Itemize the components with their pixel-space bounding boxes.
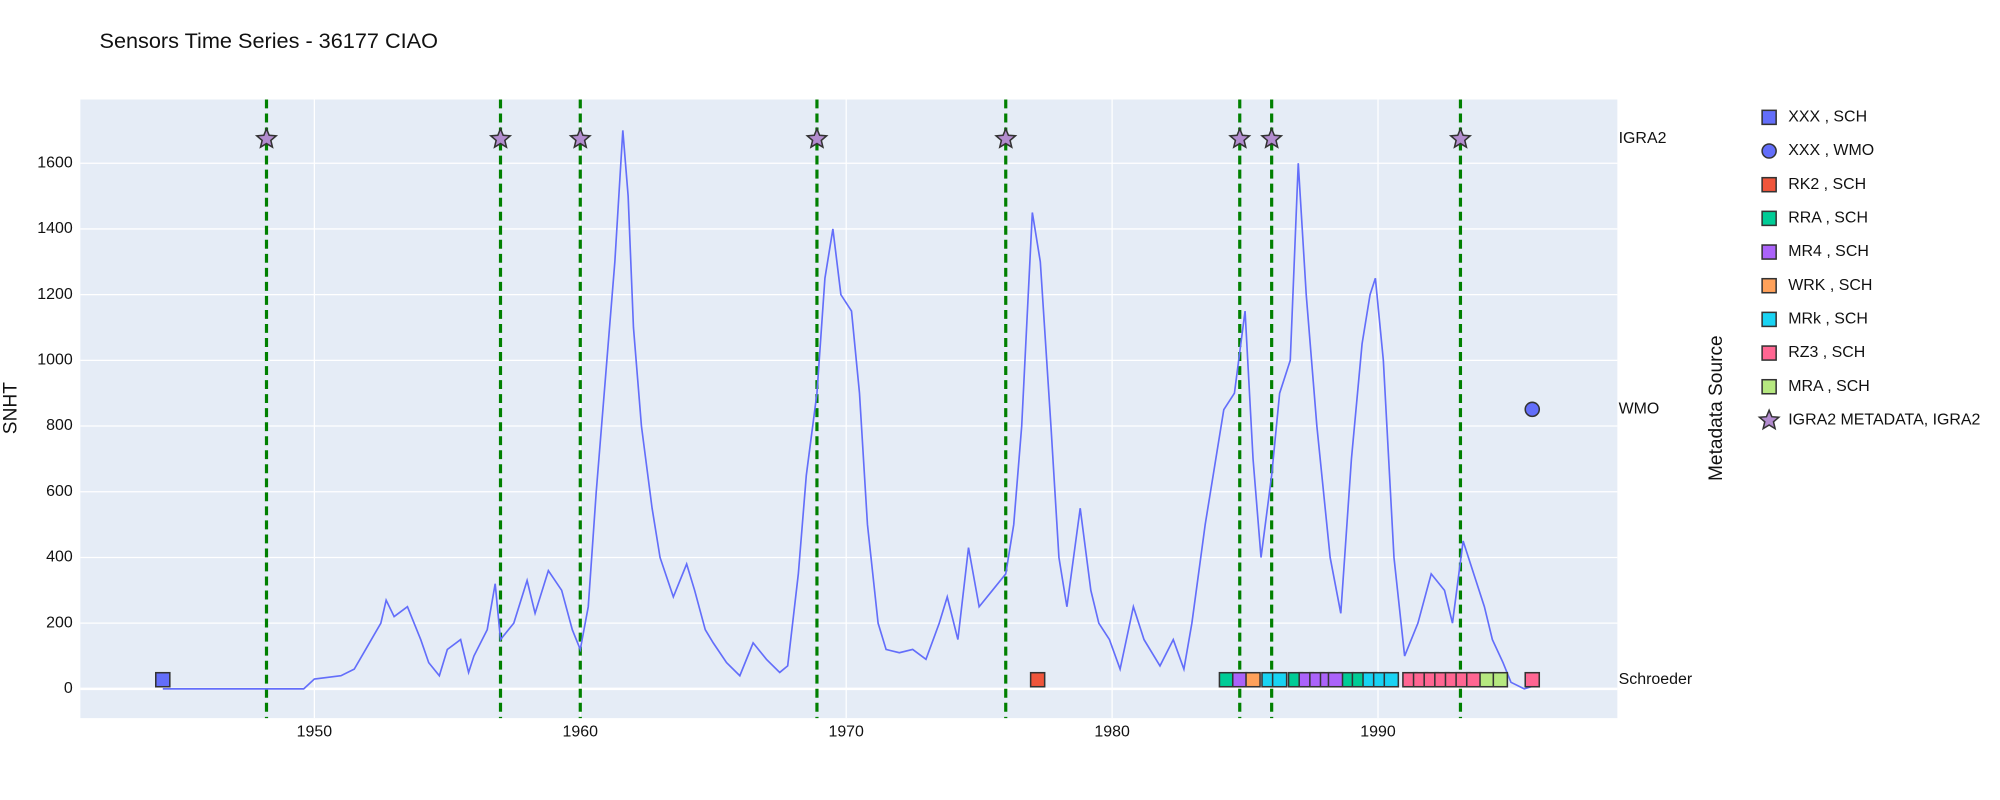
marker xyxy=(1260,126,1284,149)
x-tick-label: 1950 xyxy=(297,723,333,740)
marker xyxy=(568,126,592,149)
y-tick-label: 1400 xyxy=(37,220,73,237)
marker xyxy=(1218,671,1235,688)
legend-label: WRK , SCH xyxy=(1788,277,1872,294)
y-tick-label: 400 xyxy=(46,549,73,566)
data-line xyxy=(162,130,1536,690)
marker xyxy=(1383,671,1400,688)
y-tick-label: 600 xyxy=(46,483,73,500)
marker xyxy=(1029,671,1046,688)
marker xyxy=(1761,143,1777,159)
legend-label: MRA , SCH xyxy=(1788,378,1869,395)
marker xyxy=(1524,671,1541,688)
x-tick-label: 1990 xyxy=(1360,723,1396,740)
marker xyxy=(1757,408,1781,431)
legend-label: MRk , SCH xyxy=(1788,311,1868,328)
marker xyxy=(1761,277,1777,294)
marker xyxy=(1524,401,1541,418)
y-tick-label: 1600 xyxy=(37,154,73,171)
chart-title: Sensors Time Series - 36177 CIAO xyxy=(99,28,437,53)
y-tick-label: 0 xyxy=(64,680,73,697)
legend: XXX , SCH XXX , WMO RK2 , SCH RRA , SCH MR4 … xyxy=(1757,109,1981,431)
marker xyxy=(1231,671,1248,688)
legend-label: RK2 , SCH xyxy=(1788,176,1866,193)
marker xyxy=(1327,671,1344,688)
y-tick-label: 800 xyxy=(46,417,73,434)
marker xyxy=(805,126,829,149)
y-axis-label: SNHT xyxy=(1,382,22,434)
marker xyxy=(1228,126,1252,149)
marker xyxy=(1479,671,1495,688)
y2-tick-label: IGRA2 xyxy=(1619,130,1667,147)
x-tick-label: 1970 xyxy=(828,723,864,740)
marker xyxy=(1465,671,1482,688)
y-tick-label: 200 xyxy=(46,614,73,631)
marker xyxy=(1761,176,1777,193)
marker xyxy=(1761,378,1777,395)
marker xyxy=(994,126,1018,149)
legend-label: XXX , SCH xyxy=(1788,109,1867,126)
marker xyxy=(1761,210,1777,227)
marker xyxy=(1761,311,1777,328)
legend-label: MR4 , SCH xyxy=(1788,243,1869,260)
x-tick-label: 1980 xyxy=(1094,723,1130,740)
y-tick-label: 1200 xyxy=(37,286,73,303)
x-tick-label: 1960 xyxy=(563,723,599,740)
plot-area xyxy=(80,99,1618,719)
marker xyxy=(1492,671,1509,688)
marker xyxy=(488,126,513,149)
marker xyxy=(1448,126,1473,149)
marker xyxy=(155,671,171,688)
marker xyxy=(1761,345,1777,361)
legend-label: IGRA2 METADATA, IGRA2 xyxy=(1788,412,1980,429)
marker xyxy=(1761,244,1777,260)
y2-axis-label: Metadata Source xyxy=(1706,335,1727,481)
legend-label: RZ3 , SCH xyxy=(1788,344,1865,361)
legend-label: RRA , SCH xyxy=(1788,210,1868,227)
marker xyxy=(1245,671,1261,688)
marker xyxy=(1271,671,1288,688)
y-tick-label: 1000 xyxy=(37,352,73,369)
legend-label: XXX , WMO xyxy=(1788,142,1874,159)
marker xyxy=(254,126,279,149)
marker xyxy=(1761,109,1777,126)
y2-tick-label: WMO xyxy=(1619,401,1660,418)
y2-tick-label: Schroeder xyxy=(1619,671,1693,688)
